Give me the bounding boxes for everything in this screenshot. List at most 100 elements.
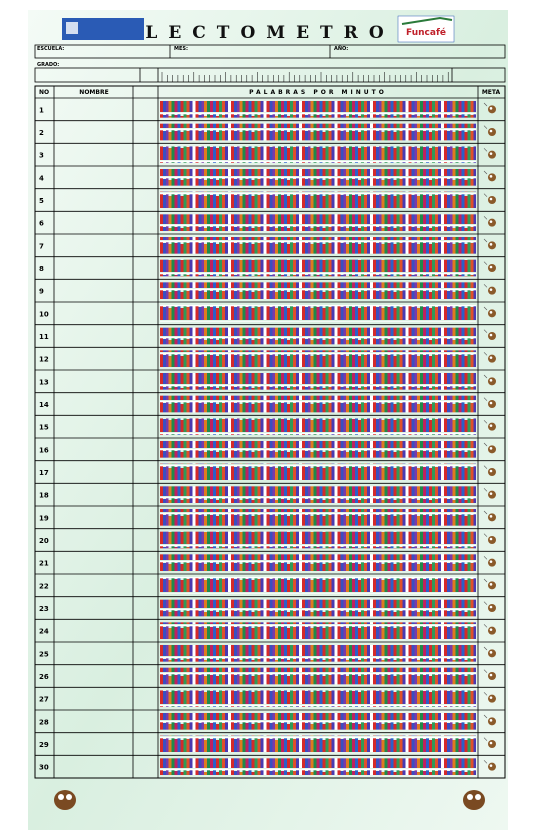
- goal-icon-star: [483, 238, 488, 243]
- goal-icon: [483, 374, 496, 386]
- book-strip: [160, 123, 476, 141]
- goal-icon-eye: [489, 333, 493, 337]
- col-words: PALABRAS POR MINUTO: [249, 89, 387, 96]
- row-number: 19: [39, 514, 49, 522]
- book-strip: [160, 418, 476, 435]
- goal-icon-head: [488, 196, 496, 204]
- goal-icon-eye: [489, 401, 493, 405]
- ruler: [161, 72, 449, 82]
- goal-icon-head: [488, 740, 496, 748]
- logo-swoosh: [401, 16, 453, 25]
- goal-icon-eye: [489, 696, 493, 699]
- goal-icon: [483, 510, 496, 522]
- goal-icon-star: [483, 374, 488, 379]
- row-number: 28: [39, 718, 49, 726]
- goal-icon: [483, 261, 496, 272]
- row-number: 22: [39, 582, 49, 590]
- goal-icon-eye: [489, 175, 493, 178]
- goal-icon-eye: [489, 515, 493, 518]
- goal-icon: [483, 760, 496, 771]
- goal-icon: [483, 556, 496, 567]
- goal-icon-eye: [489, 651, 493, 654]
- book-strip: [160, 373, 476, 390]
- goal-icon-star: [483, 125, 488, 129]
- col-name: NOMBRE: [79, 89, 108, 96]
- row-number: 30: [39, 764, 49, 772]
- book-strip: [160, 667, 476, 685]
- goal-icon: [483, 193, 496, 204]
- col-goal: META: [482, 89, 501, 96]
- goal-icon-eye: [489, 492, 493, 495]
- book-strip: [160, 622, 476, 639]
- goal-icon-head: [488, 105, 496, 114]
- goal-icon-head: [488, 377, 496, 386]
- row-number: 25: [39, 650, 49, 658]
- goal-icon-star: [483, 102, 488, 107]
- logo-right: Funcafé: [406, 27, 446, 38]
- goal-icon: [483, 669, 496, 680]
- goal-icon-star: [483, 646, 488, 651]
- row-number: 7: [39, 242, 44, 250]
- mascot-right: [463, 790, 485, 810]
- goal-icon-eye: [489, 741, 493, 745]
- book-strip: [160, 577, 476, 594]
- title: LECTOMETRO: [145, 23, 394, 43]
- col-no: NO: [39, 89, 49, 96]
- goal-icon-star: [483, 488, 488, 492]
- row-number: 18: [39, 492, 49, 500]
- logo-emblem: [66, 22, 78, 34]
- row-number: 23: [39, 605, 49, 613]
- mascot-left: [54, 790, 76, 810]
- goal-icon-star: [483, 465, 488, 469]
- goal-icon: [483, 306, 496, 318]
- goal-icon: [483, 737, 496, 748]
- row-number: 21: [39, 560, 49, 568]
- row-number: 24: [39, 628, 49, 636]
- goal-icon-star: [483, 352, 488, 356]
- row-number: 17: [39, 469, 49, 477]
- book-strip: [160, 463, 476, 481]
- goal-icon-eye: [489, 583, 493, 586]
- goal-icon-star: [483, 193, 488, 197]
- goal-icon-star: [483, 148, 488, 152]
- row-number: 8: [39, 265, 44, 273]
- goal-icon-eye: [489, 243, 493, 246]
- goal-icon-star: [483, 261, 488, 265]
- goal-icon: [483, 148, 496, 159]
- goal-icon: [483, 216, 496, 227]
- row-number: 27: [39, 696, 49, 704]
- goal-icon: [483, 465, 496, 476]
- book-strip: [160, 259, 476, 277]
- book-strip: [160, 305, 476, 322]
- book-strip: [160, 441, 476, 458]
- goal-icon-head: [488, 400, 496, 408]
- goal-icon-star: [483, 624, 488, 628]
- book-strip: [160, 101, 476, 118]
- goal-icon-star: [483, 737, 488, 741]
- goal-icon-head: [488, 717, 496, 726]
- logo-left: [62, 18, 144, 40]
- goal-icon-star: [483, 216, 488, 220]
- field-school: ESCUELA:: [37, 46, 64, 52]
- goal-icon: [483, 601, 496, 612]
- goal-icon-eye: [489, 447, 493, 450]
- row-number: 20: [39, 537, 49, 545]
- goal-icon: [483, 533, 496, 544]
- goal-icon-star: [483, 306, 488, 311]
- goal-icon-eye: [489, 379, 493, 382]
- book-strip: [160, 486, 476, 503]
- goal-icon-eye: [489, 288, 493, 291]
- goal-icon: [483, 125, 496, 136]
- book-strip: [160, 713, 476, 730]
- goal-icon: [483, 692, 496, 703]
- goal-icon-eye: [489, 469, 493, 473]
- row-number: 6: [39, 220, 44, 228]
- book-strip: [160, 169, 476, 186]
- goal-icon-head: [488, 128, 496, 136]
- book-strip: [160, 554, 476, 571]
- row-number: 10: [39, 310, 49, 318]
- goal-icon-eye: [489, 560, 493, 563]
- goal-icon-eye: [489, 628, 493, 631]
- book-strip: [160, 282, 476, 299]
- goal-icon: [483, 170, 496, 182]
